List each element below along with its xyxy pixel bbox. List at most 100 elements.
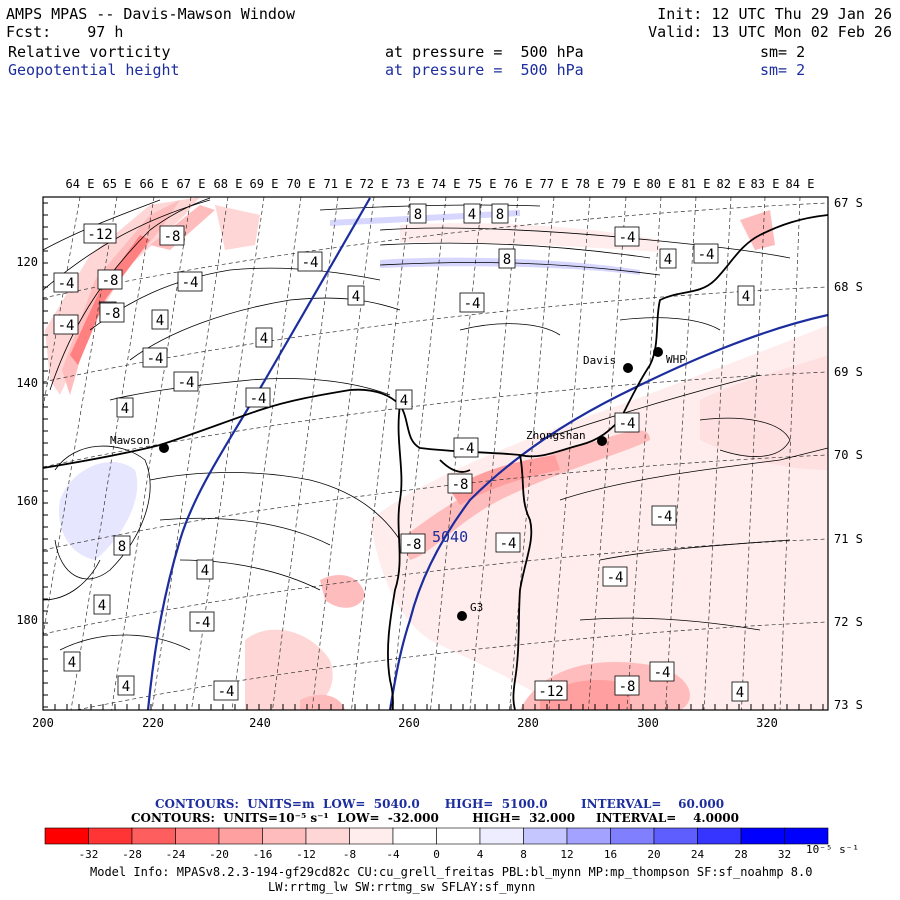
vorticity-label-box: [453, 437, 479, 458]
plot-title: AMPS MPAS -- Davis-Mawson Window: [6, 5, 295, 23]
colorbar-tick-label: -28: [122, 848, 142, 861]
vorticity-label-box: [459, 292, 485, 313]
parallel-line: [43, 202, 828, 299]
vorticity-label: -4: [194, 615, 211, 631]
colorbar-tick-label: -32: [79, 848, 99, 861]
station-zhongshan: Zhongshan: [526, 429, 607, 446]
vorticity-label: 4: [121, 401, 129, 417]
vorticity-label: -8: [102, 273, 119, 289]
vorticity-label: -4: [500, 536, 517, 552]
colorbar-swatch: [653, 827, 698, 845]
parallel-line: [74, 621, 828, 710]
vorticity-label: 4: [98, 598, 106, 614]
vorticity-label-box: [255, 327, 273, 348]
lon-label: 81 E: [682, 177, 711, 191]
colorbar-tick-label: -8: [343, 848, 356, 861]
vorticity-shading: [45, 197, 828, 710]
parallel-line: [43, 454, 828, 551]
vorticity-label: 4: [352, 289, 360, 305]
colorbar-swatch: [740, 827, 785, 845]
lon-label: 74 E: [432, 177, 461, 191]
vorticity-label: 4: [68, 655, 76, 671]
lat-label: 73 S: [834, 698, 863, 712]
vorticity-label: -8: [164, 229, 181, 245]
colorbar-tick-label: 16: [604, 848, 617, 861]
lon-label: 72 E: [360, 177, 389, 191]
station-davis: Davis: [583, 354, 633, 373]
colorbar-swatch: [479, 827, 524, 845]
vorticity-label-box: [213, 680, 239, 701]
fcst-label: Fcst:: [6, 23, 52, 41]
vorticity-label: -8: [452, 477, 469, 493]
colorbar-tick-label: 4: [477, 848, 484, 861]
vorticity-contour-info: CONTOURS: UNITS=10⁻⁵ s⁻¹ LOW= -32.000 HI…: [131, 811, 739, 825]
colorbar-unit: 10⁻⁵ s⁻¹: [806, 843, 859, 856]
meridian-line: [351, 197, 411, 710]
colorbar-swatch: [88, 827, 133, 845]
vorticity-label: 8: [503, 252, 511, 268]
vorticity-label: 8: [118, 539, 126, 555]
meridian-line: [588, 197, 627, 710]
vorticity-label: 4: [260, 331, 268, 347]
vorticity-label: -12: [538, 684, 563, 700]
height-contour-label: 5040: [432, 528, 468, 546]
lon-label: 64 E: [66, 177, 95, 191]
station-mawson: Mawson: [110, 434, 169, 453]
vorticity-label-box: [651, 505, 677, 526]
lat-label: 72 S: [834, 615, 863, 629]
station-marker: [457, 611, 467, 621]
vorticity-label: -8: [619, 679, 636, 695]
left-tick-label: 160: [16, 494, 38, 508]
field1-smoothing: sm= 2: [760, 43, 806, 61]
colorbar-swatch: [44, 827, 89, 845]
vorticity-label: -4: [302, 255, 319, 271]
vorticity-label-box: [731, 681, 749, 702]
vorticity-label-box: [99, 302, 125, 323]
station-marker: [623, 363, 633, 373]
station-label: WHP: [666, 353, 686, 366]
vorticity-label-box: [495, 532, 521, 553]
station-label: Mawson: [110, 434, 150, 447]
colorbar-swatch: [305, 827, 350, 845]
vorticity-label: -8: [104, 306, 121, 322]
vorticity-label-box: [659, 248, 677, 269]
colorbar-swatch: [175, 827, 220, 845]
colorbar-tick-label: -12: [296, 848, 316, 861]
lon-label: 69 E: [250, 177, 279, 191]
vorticity-label: 4: [122, 679, 130, 695]
vorticity-label-box: [447, 473, 473, 494]
station-marker: [597, 436, 607, 446]
meridian-line: [779, 197, 801, 710]
vorticity-label: -4: [58, 318, 75, 334]
vorticity-label-box: [395, 389, 413, 410]
meridian-line: [509, 197, 555, 710]
vorticity-label: 4: [468, 207, 476, 223]
lon-label: 75 E: [468, 177, 497, 191]
colorbar-swatch: [523, 827, 568, 845]
lon-label: 83 E: [751, 177, 780, 191]
lon-label: 66 E: [140, 177, 169, 191]
vorticity-label-box: [347, 285, 365, 306]
vorticity-label-box: [113, 535, 131, 556]
station-marker: [653, 347, 663, 357]
vorticity-label-box: [177, 271, 203, 292]
meridian-line: [430, 197, 483, 710]
stations: Davis WHP Mawson Zhongshan G3: [110, 347, 686, 621]
vorticity-label-box: [53, 314, 79, 335]
vorticity-label-box: [400, 533, 426, 554]
colorbar-swatch: [218, 827, 263, 845]
vorticity-label-box: [602, 566, 628, 587]
field1-pressure: at pressure = 500 hPa: [385, 43, 584, 61]
meridian-line: [231, 197, 302, 710]
colorbar-swatch: [262, 827, 307, 845]
colorbar-tick-label: 32: [778, 848, 791, 861]
vorticity-label: -4: [458, 441, 475, 457]
vorticity-label-box: [189, 611, 215, 632]
field2-name: Geopotential height: [8, 61, 180, 79]
colorbar-tick-label: 20: [647, 848, 660, 861]
left-tick-label: 120: [16, 255, 38, 269]
init-time: Init: 12 UTC Thu 29 Jan 26: [657, 5, 892, 23]
lat-label: 70 S: [834, 448, 863, 462]
vorticity-label: 4: [201, 563, 209, 579]
